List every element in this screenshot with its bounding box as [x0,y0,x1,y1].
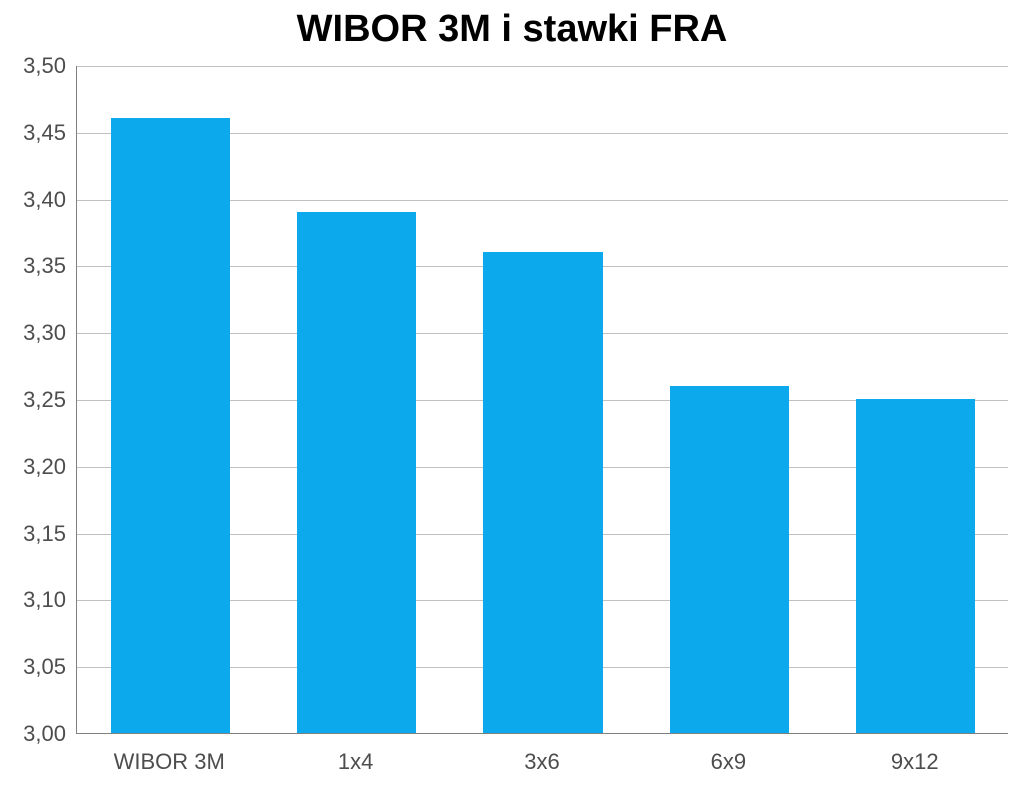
gridline [77,66,1008,67]
y-axis-tick-label: 3,45 [0,120,66,146]
bar [670,386,789,733]
x-axis-tick-label: 3x6 [449,749,635,775]
x-axis-tick-label: 1x4 [262,749,448,775]
bar-chart: WIBOR 3M i stawki FRA 3,00 3,05 3,10 3,15 3,… [0,0,1024,791]
y-axis-tick-label: 3,10 [0,587,66,613]
bar [856,399,975,733]
bar [111,118,230,733]
y-axis-tick-label: 3,20 [0,454,66,480]
chart-title: WIBOR 3M i stawki FRA [0,8,1024,51]
y-axis-tick-label: 3,05 [0,654,66,680]
x-axis-tick-label: WIBOR 3M [76,749,262,775]
y-axis-tick-label: 3,50 [0,53,66,79]
bar [483,252,602,733]
plot-area [76,66,1008,734]
y-axis-tick-label: 3,35 [0,253,66,279]
x-axis-tick-label: 9x12 [822,749,1008,775]
y-axis-tick-label: 3,25 [0,387,66,413]
y-axis-tick-label: 3,40 [0,187,66,213]
y-axis-tick-label: 3,00 [0,721,66,747]
y-axis-tick-label: 3,30 [0,320,66,346]
x-axis-tick-label: 6x9 [635,749,821,775]
y-axis-tick-label: 3,15 [0,521,66,547]
bar [297,212,416,733]
